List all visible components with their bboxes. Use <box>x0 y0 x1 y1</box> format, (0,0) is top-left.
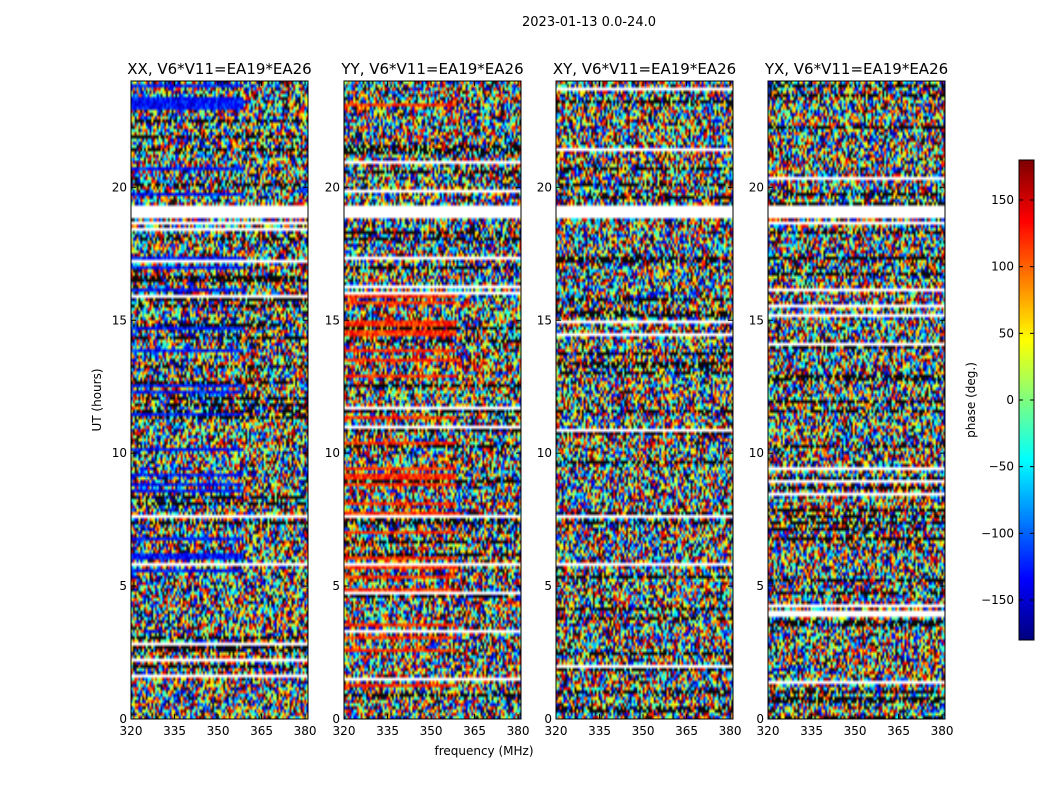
y-tick-label: 20 <box>749 180 764 194</box>
y-tick-label: 5 <box>544 579 552 593</box>
colorbar-tick-label: −50 <box>989 460 1014 474</box>
y-tick-label: 5 <box>119 579 127 593</box>
colorbar-tick-label: −100 <box>981 526 1014 540</box>
colorbar-tick-label: 50 <box>999 326 1014 340</box>
heatmap-raster <box>556 81 733 719</box>
x-tick-label: 380 <box>719 724 742 738</box>
x-tick-label: 350 <box>207 724 230 738</box>
x-tick-label: 350 <box>844 724 867 738</box>
plot-frame <box>767 80 946 720</box>
colorbar-gradient <box>1019 160 1034 640</box>
y-axis-label: UT (hours) <box>90 368 104 431</box>
colorbar-tick-label: −150 <box>981 593 1014 607</box>
y-tick-label: 10 <box>325 446 340 460</box>
panel-xy: XY, V6*V11=EA19*EA26 320 335 350 365 380 0 5 10 1… <box>537 60 742 738</box>
y-tick-label: 0 <box>119 712 127 726</box>
panel-yx: YX, V6*V11=EA19*EA26 320 335 350 365 380 0 5 10 1… <box>749 60 954 738</box>
y-tick-label: 15 <box>749 313 764 327</box>
x-tick-label: 350 <box>420 724 443 738</box>
x-tick-label: 335 <box>376 724 399 738</box>
y-tick-label: 15 <box>325 313 340 327</box>
x-tick-label: 380 <box>294 724 317 738</box>
panels: XX, V6*V11=EA19*EA26 320 335 350 365 380 0 5 10 1… <box>112 60 954 738</box>
x-tick-label: 320 <box>545 724 568 738</box>
colorbar-tick-label: 0 <box>1006 393 1014 407</box>
x-tick-label: 365 <box>250 724 273 738</box>
x-tick-label: 350 <box>632 724 655 738</box>
panel-yy: YY, V6*V11=EA19*EA26 320 335 350 365 380 0 5 10 1… <box>325 60 530 738</box>
x-tick-label: 365 <box>887 724 910 738</box>
colorbar-label: phase (deg.) <box>964 362 978 438</box>
x-tick-label: 365 <box>675 724 698 738</box>
plot-frame <box>555 80 734 720</box>
figure-title: 2023-01-13 0.0-24.0 <box>522 15 656 30</box>
x-tick-label: 335 <box>163 724 186 738</box>
x-tick-label: 335 <box>800 724 823 738</box>
x-tick-label: 365 <box>463 724 486 738</box>
x-axis-label: frequency (MHz) <box>434 744 533 758</box>
x-tick-label: 335 <box>588 724 611 738</box>
plot-frame <box>130 80 309 720</box>
panel-title: XY, V6*V11=EA19*EA26 <box>553 60 736 78</box>
heatmap-raster <box>131 81 308 719</box>
plot-frame <box>343 80 522 720</box>
y-tick-label: 10 <box>112 446 127 460</box>
panel-title: YY, V6*V11=EA19*EA26 <box>340 60 523 78</box>
panel-title: XX, V6*V11=EA19*EA26 <box>127 60 311 78</box>
x-tick-label: 320 <box>757 724 780 738</box>
y-tick-label: 20 <box>325 180 340 194</box>
heatmap-raster <box>768 81 945 719</box>
y-tick-label: 0 <box>756 712 764 726</box>
colorbar: 150 100 50 0 −50 −100 −150 phase (deg.) <box>964 159 1035 641</box>
y-tick-label: 0 <box>544 712 552 726</box>
y-tick-label: 15 <box>537 313 552 327</box>
y-tick-label: 20 <box>537 180 552 194</box>
y-tick-label: 10 <box>537 446 552 460</box>
heatmap-raster <box>344 81 521 719</box>
panel-title: YX, V6*V11=EA19*EA26 <box>764 60 948 78</box>
panel-xx: XX, V6*V11=EA19*EA26 320 335 350 365 380 0 5 10 1… <box>112 60 317 738</box>
y-tick-label: 5 <box>332 579 340 593</box>
y-tick-label: 15 <box>112 313 127 327</box>
y-tick-label: 0 <box>332 712 340 726</box>
x-tick-label: 380 <box>931 724 954 738</box>
colorbar-tick-label: 100 <box>991 260 1014 274</box>
y-tick-label: 10 <box>749 446 764 460</box>
y-tick-label: 20 <box>112 180 127 194</box>
x-tick-label: 380 <box>507 724 530 738</box>
y-tick-label: 5 <box>756 579 764 593</box>
x-tick-label: 320 <box>120 724 143 738</box>
x-tick-label: 320 <box>333 724 356 738</box>
colorbar-tick-label: 150 <box>991 193 1014 207</box>
